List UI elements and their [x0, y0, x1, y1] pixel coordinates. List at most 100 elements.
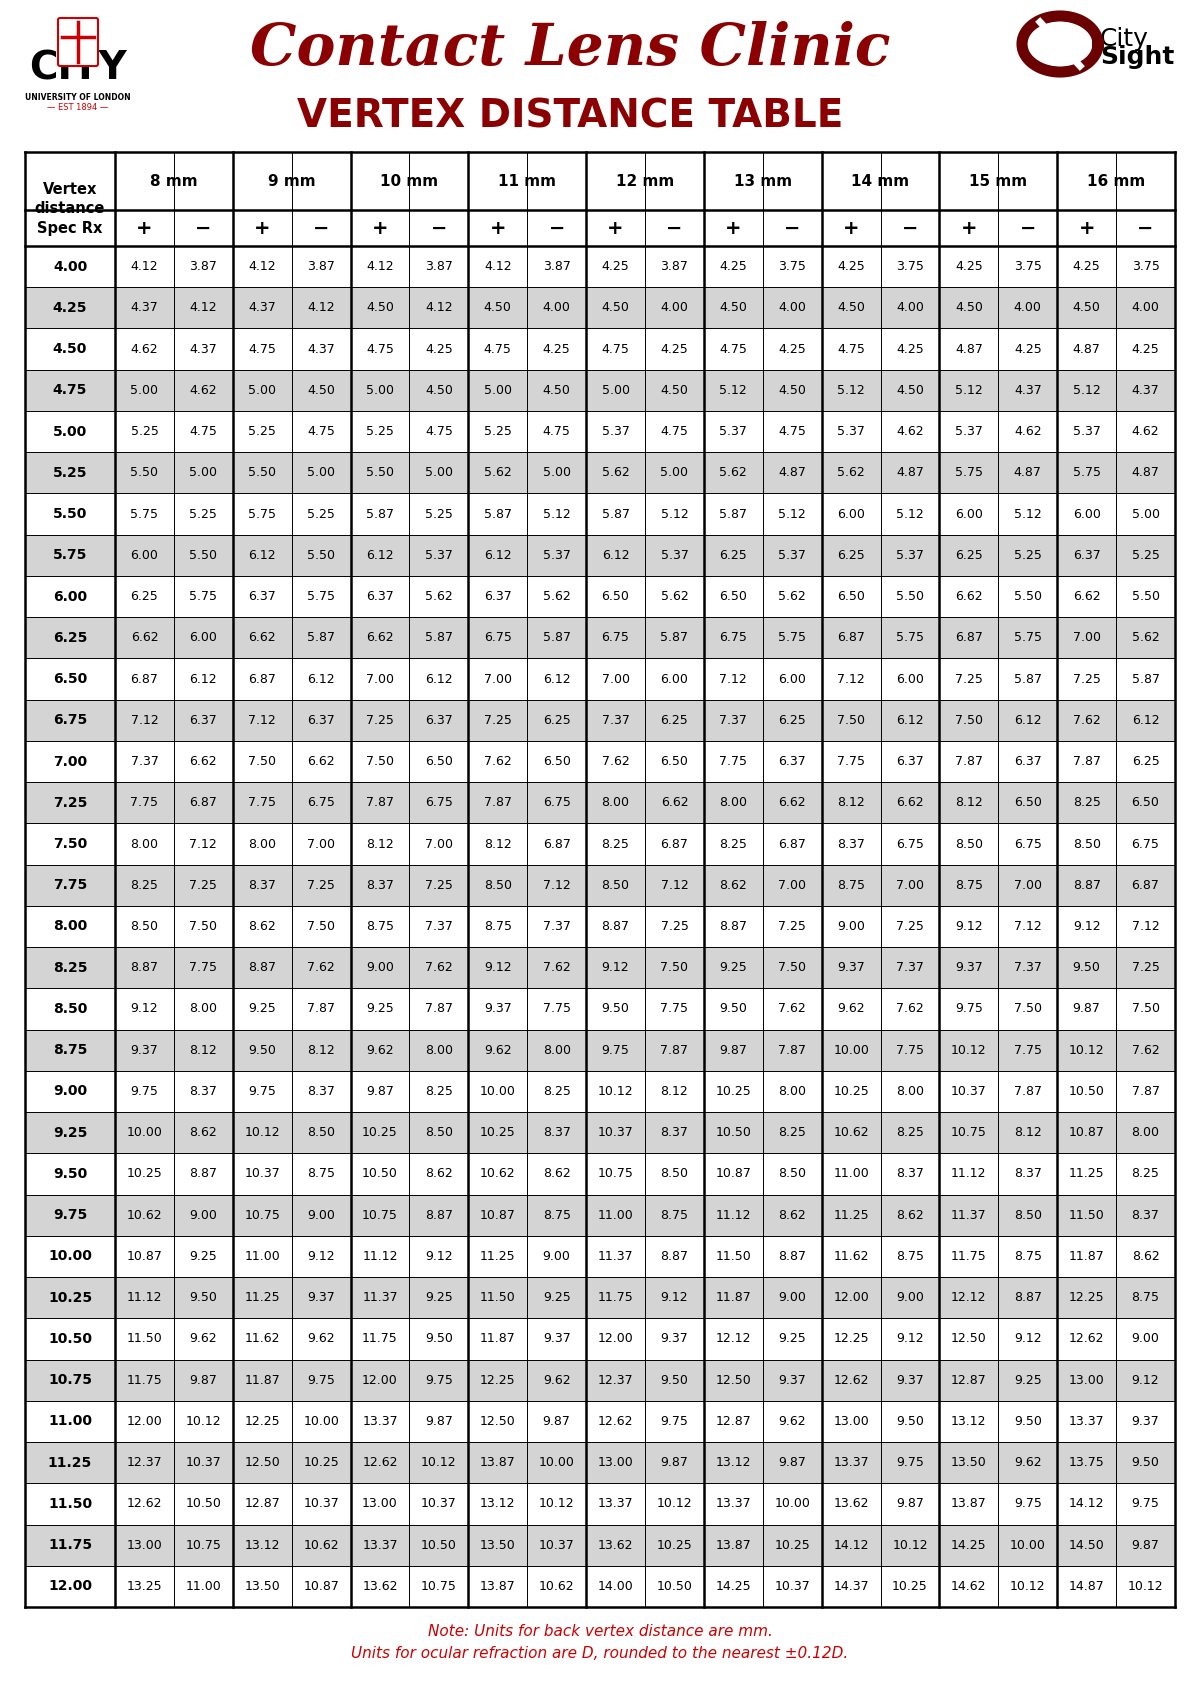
Text: 8.87: 8.87 — [1073, 879, 1100, 891]
Text: 6.00: 6.00 — [660, 672, 689, 686]
Text: 11.50: 11.50 — [126, 1332, 162, 1346]
Text: 9.37: 9.37 — [896, 1373, 924, 1386]
Text: 9.37: 9.37 — [660, 1332, 689, 1346]
Text: 7.62: 7.62 — [542, 961, 570, 974]
Text: 6.12: 6.12 — [484, 548, 511, 562]
Text: 14.87: 14.87 — [1069, 1580, 1104, 1593]
Text: 11.62: 11.62 — [245, 1332, 280, 1346]
Text: 7.50: 7.50 — [248, 755, 276, 769]
Text: 4.50: 4.50 — [307, 384, 335, 397]
Text: 5.50: 5.50 — [366, 467, 394, 479]
Bar — [25, 1195, 1175, 1235]
Text: 7.75: 7.75 — [190, 961, 217, 974]
Text: 4.00: 4.00 — [1132, 302, 1159, 314]
Text: 7.12: 7.12 — [248, 714, 276, 726]
Text: 5.75: 5.75 — [779, 631, 806, 645]
Text: 4.87: 4.87 — [896, 467, 924, 479]
Text: 6.37: 6.37 — [307, 714, 335, 726]
Text: 10.25: 10.25 — [833, 1084, 869, 1098]
Text: 9.75: 9.75 — [955, 1003, 983, 1015]
Text: 7.50: 7.50 — [53, 837, 88, 850]
Text: 6.87: 6.87 — [779, 838, 806, 850]
Text: 6.00: 6.00 — [955, 507, 983, 521]
Text: 6.00: 6.00 — [779, 672, 806, 686]
Text: 10.25: 10.25 — [48, 1291, 92, 1305]
Text: 7.37: 7.37 — [131, 755, 158, 769]
Text: 6.50: 6.50 — [53, 672, 88, 686]
Text: 9.62: 9.62 — [779, 1415, 806, 1427]
Text: 8.00: 8.00 — [779, 1084, 806, 1098]
Text: 13.00: 13.00 — [833, 1415, 869, 1427]
Text: 6.75: 6.75 — [719, 631, 748, 645]
Text: 13.00: 13.00 — [126, 1539, 162, 1551]
Text: 9.62: 9.62 — [366, 1044, 394, 1057]
Text: 6.00: 6.00 — [190, 631, 217, 645]
Text: 7.50: 7.50 — [366, 755, 394, 769]
Text: 8.62: 8.62 — [896, 1208, 924, 1222]
Text: 7.37: 7.37 — [542, 920, 571, 933]
Text: 11.87: 11.87 — [480, 1332, 516, 1346]
Text: 9.00: 9.00 — [896, 1291, 924, 1305]
Text: 10.87: 10.87 — [1069, 1127, 1105, 1139]
Text: 5.37: 5.37 — [425, 548, 452, 562]
Text: 10.87: 10.87 — [715, 1168, 751, 1181]
Text: 5.37: 5.37 — [1073, 424, 1100, 438]
Text: 9.75: 9.75 — [1014, 1497, 1042, 1510]
Text: 4.62: 4.62 — [1132, 424, 1159, 438]
Text: 4.00: 4.00 — [779, 302, 806, 314]
Text: 11.25: 11.25 — [245, 1291, 280, 1305]
Text: 8.50: 8.50 — [484, 879, 511, 891]
Text: 7.50: 7.50 — [838, 714, 865, 726]
Text: 6.12: 6.12 — [307, 672, 335, 686]
Text: 6.62: 6.62 — [248, 631, 276, 645]
Text: 5.62: 5.62 — [542, 591, 570, 602]
Text: 9.00: 9.00 — [542, 1251, 571, 1263]
Text: 12.12: 12.12 — [952, 1291, 986, 1305]
Text: 11.62: 11.62 — [833, 1251, 869, 1263]
Text: 8.12: 8.12 — [955, 796, 983, 809]
Text: 8.75: 8.75 — [484, 920, 511, 933]
Text: 8.75: 8.75 — [660, 1208, 689, 1222]
Text: 11.25: 11.25 — [1069, 1168, 1104, 1181]
Text: 4.87: 4.87 — [779, 467, 806, 479]
Text: 4.87: 4.87 — [1014, 467, 1042, 479]
Text: 8 mm: 8 mm — [150, 173, 198, 188]
Text: 8.75: 8.75 — [896, 1251, 924, 1263]
Text: 13.87: 13.87 — [480, 1580, 516, 1593]
Text: 11.75: 11.75 — [126, 1373, 162, 1386]
Text: 9.87: 9.87 — [366, 1084, 394, 1098]
Text: 12.62: 12.62 — [833, 1373, 869, 1386]
Text: 8.00: 8.00 — [1132, 1127, 1159, 1139]
Text: 5.50: 5.50 — [131, 467, 158, 479]
Text: 10.12: 10.12 — [539, 1497, 575, 1510]
Text: 5.12: 5.12 — [838, 384, 865, 397]
Bar — [25, 988, 1175, 1030]
Text: 4.25: 4.25 — [425, 343, 452, 356]
Text: 8.00: 8.00 — [53, 920, 88, 933]
Text: 11.75: 11.75 — [362, 1332, 398, 1346]
Text: 7.00: 7.00 — [307, 838, 335, 850]
Text: 6.12: 6.12 — [366, 548, 394, 562]
Bar — [25, 1278, 1175, 1319]
Text: 5.87: 5.87 — [366, 507, 394, 521]
Text: 6.50: 6.50 — [660, 755, 689, 769]
Text: 5.25: 5.25 — [307, 507, 335, 521]
Bar — [25, 1071, 1175, 1112]
Text: 10.12: 10.12 — [892, 1539, 928, 1551]
Text: 9.12: 9.12 — [425, 1251, 452, 1263]
Text: 5.50: 5.50 — [248, 467, 276, 479]
Text: 9.87: 9.87 — [719, 1044, 748, 1057]
Text: 4.50: 4.50 — [425, 384, 452, 397]
Text: 8.12: 8.12 — [190, 1044, 217, 1057]
Text: 8.25: 8.25 — [1073, 796, 1100, 809]
Text: 9.37: 9.37 — [955, 961, 983, 974]
Text: 7.00: 7.00 — [1014, 879, 1042, 891]
Text: 3.75: 3.75 — [896, 260, 924, 273]
Text: 5.62: 5.62 — [720, 467, 748, 479]
Text: 13.75: 13.75 — [1069, 1456, 1104, 1470]
Text: 7.62: 7.62 — [484, 755, 511, 769]
Text: 4.25: 4.25 — [660, 343, 689, 356]
Text: 9.87: 9.87 — [1132, 1539, 1159, 1551]
Text: 10.75: 10.75 — [950, 1127, 986, 1139]
Text: 8.62: 8.62 — [1132, 1251, 1159, 1263]
